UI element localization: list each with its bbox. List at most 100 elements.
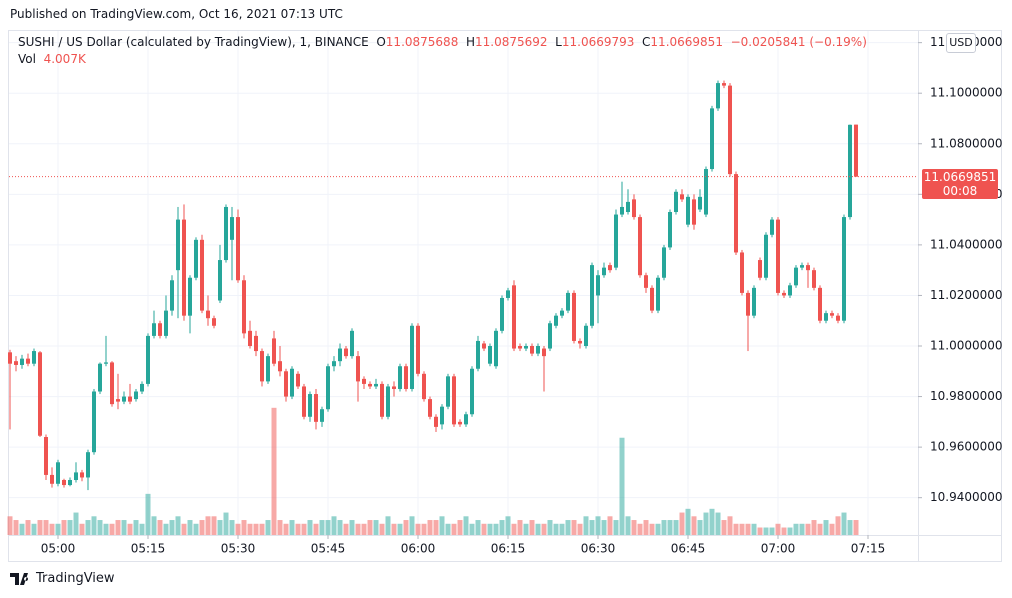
volume-bar xyxy=(253,523,259,535)
candle-body xyxy=(806,265,811,271)
candle-body xyxy=(8,352,13,364)
candle-body xyxy=(134,391,139,400)
volume-bar xyxy=(829,523,835,535)
volume-bar xyxy=(199,520,205,535)
volume-bar xyxy=(319,520,325,535)
volume-bar xyxy=(295,523,301,535)
volume-bar xyxy=(601,520,607,535)
volume-bar xyxy=(841,512,847,535)
volume-bar xyxy=(139,523,145,535)
volume-bar xyxy=(595,516,601,535)
candle-body xyxy=(326,366,331,410)
candle-body xyxy=(182,219,187,316)
candle-body xyxy=(344,348,349,357)
candle-body xyxy=(392,386,397,389)
candle-body xyxy=(764,234,769,278)
volume-bar xyxy=(559,523,565,535)
volume-bar xyxy=(619,437,625,535)
candle-body xyxy=(404,366,409,389)
volume-bar xyxy=(265,520,271,535)
logo xyxy=(10,572,29,585)
volume-bar xyxy=(343,523,349,535)
candle-body xyxy=(368,383,373,387)
volume-bar xyxy=(487,523,493,535)
candle-body xyxy=(32,351,37,364)
grid xyxy=(9,31,918,535)
candle-body xyxy=(506,290,511,298)
candle-body xyxy=(560,310,565,316)
candle-body xyxy=(452,376,457,425)
vol-label: Vol xyxy=(18,52,36,66)
volume-bar xyxy=(175,516,181,535)
volume-bar xyxy=(25,520,31,535)
published-note: Published on TradingView.com, Oct 16, 20… xyxy=(10,7,343,21)
volume-bar xyxy=(49,523,55,535)
volume-bar xyxy=(769,527,775,535)
candle-body xyxy=(740,252,745,293)
x-tick-label: 06:45 xyxy=(671,542,706,556)
candle-body xyxy=(722,83,727,86)
volume-bar xyxy=(247,523,253,535)
candle-body xyxy=(836,315,841,321)
candle-body xyxy=(44,437,49,475)
o-value: 11.0875688 xyxy=(385,35,459,49)
volume-bar xyxy=(469,523,475,535)
volume-bar xyxy=(463,516,469,535)
candle-body xyxy=(212,318,217,326)
candle-body xyxy=(206,310,211,319)
volume-bar xyxy=(307,520,313,535)
volume-bar xyxy=(109,523,115,535)
volume-bar xyxy=(775,523,781,535)
volume-bar xyxy=(127,523,133,535)
candle-body xyxy=(464,414,469,425)
candle-body xyxy=(332,361,337,367)
volume-bar xyxy=(439,516,445,535)
candles xyxy=(8,80,918,491)
volume-bar xyxy=(727,516,733,535)
candle-body xyxy=(242,280,247,334)
volume-bar xyxy=(577,523,583,535)
volume-bar xyxy=(649,523,655,535)
l-label: L xyxy=(555,35,562,49)
volume-bar xyxy=(673,520,679,535)
volume-bar xyxy=(313,523,319,535)
volume-bar xyxy=(757,527,763,535)
candle-body xyxy=(656,277,661,311)
volume-bar xyxy=(217,520,223,535)
candle-body xyxy=(632,199,637,218)
candle-body xyxy=(800,265,805,268)
currency-button[interactable]: USD xyxy=(946,33,976,53)
candle-body xyxy=(434,416,439,427)
o-label: O xyxy=(376,35,386,49)
candle-body xyxy=(428,399,433,417)
volume-bar xyxy=(67,520,73,535)
volume-bar xyxy=(355,523,361,535)
candle-body xyxy=(278,361,283,372)
candle-body xyxy=(572,292,577,341)
volume-bar xyxy=(301,523,307,535)
x-tick-label: 06:30 xyxy=(581,542,616,556)
volume-bar xyxy=(397,523,403,535)
volume-bar xyxy=(157,520,163,535)
candle-body xyxy=(584,325,589,347)
volume-bar xyxy=(691,516,697,535)
volume-bar xyxy=(361,523,367,535)
l-value: 11.0669793 xyxy=(561,35,635,49)
candle-body xyxy=(164,310,169,336)
candle-body xyxy=(512,285,517,349)
candle-body xyxy=(194,239,199,278)
volume-bar xyxy=(337,520,343,535)
candle-body xyxy=(290,368,295,397)
candle-body xyxy=(26,358,31,364)
volume-bar xyxy=(277,520,283,535)
volume-bar xyxy=(151,516,157,535)
volume-bar xyxy=(835,516,841,535)
volume-bar xyxy=(373,520,379,535)
candle-body xyxy=(362,378,367,384)
candle-body xyxy=(596,275,601,296)
volume-bar xyxy=(697,520,703,535)
candle-body xyxy=(782,292,787,296)
volume-bar xyxy=(475,520,481,535)
volume-bar xyxy=(637,523,643,535)
volume-bar xyxy=(553,523,559,535)
